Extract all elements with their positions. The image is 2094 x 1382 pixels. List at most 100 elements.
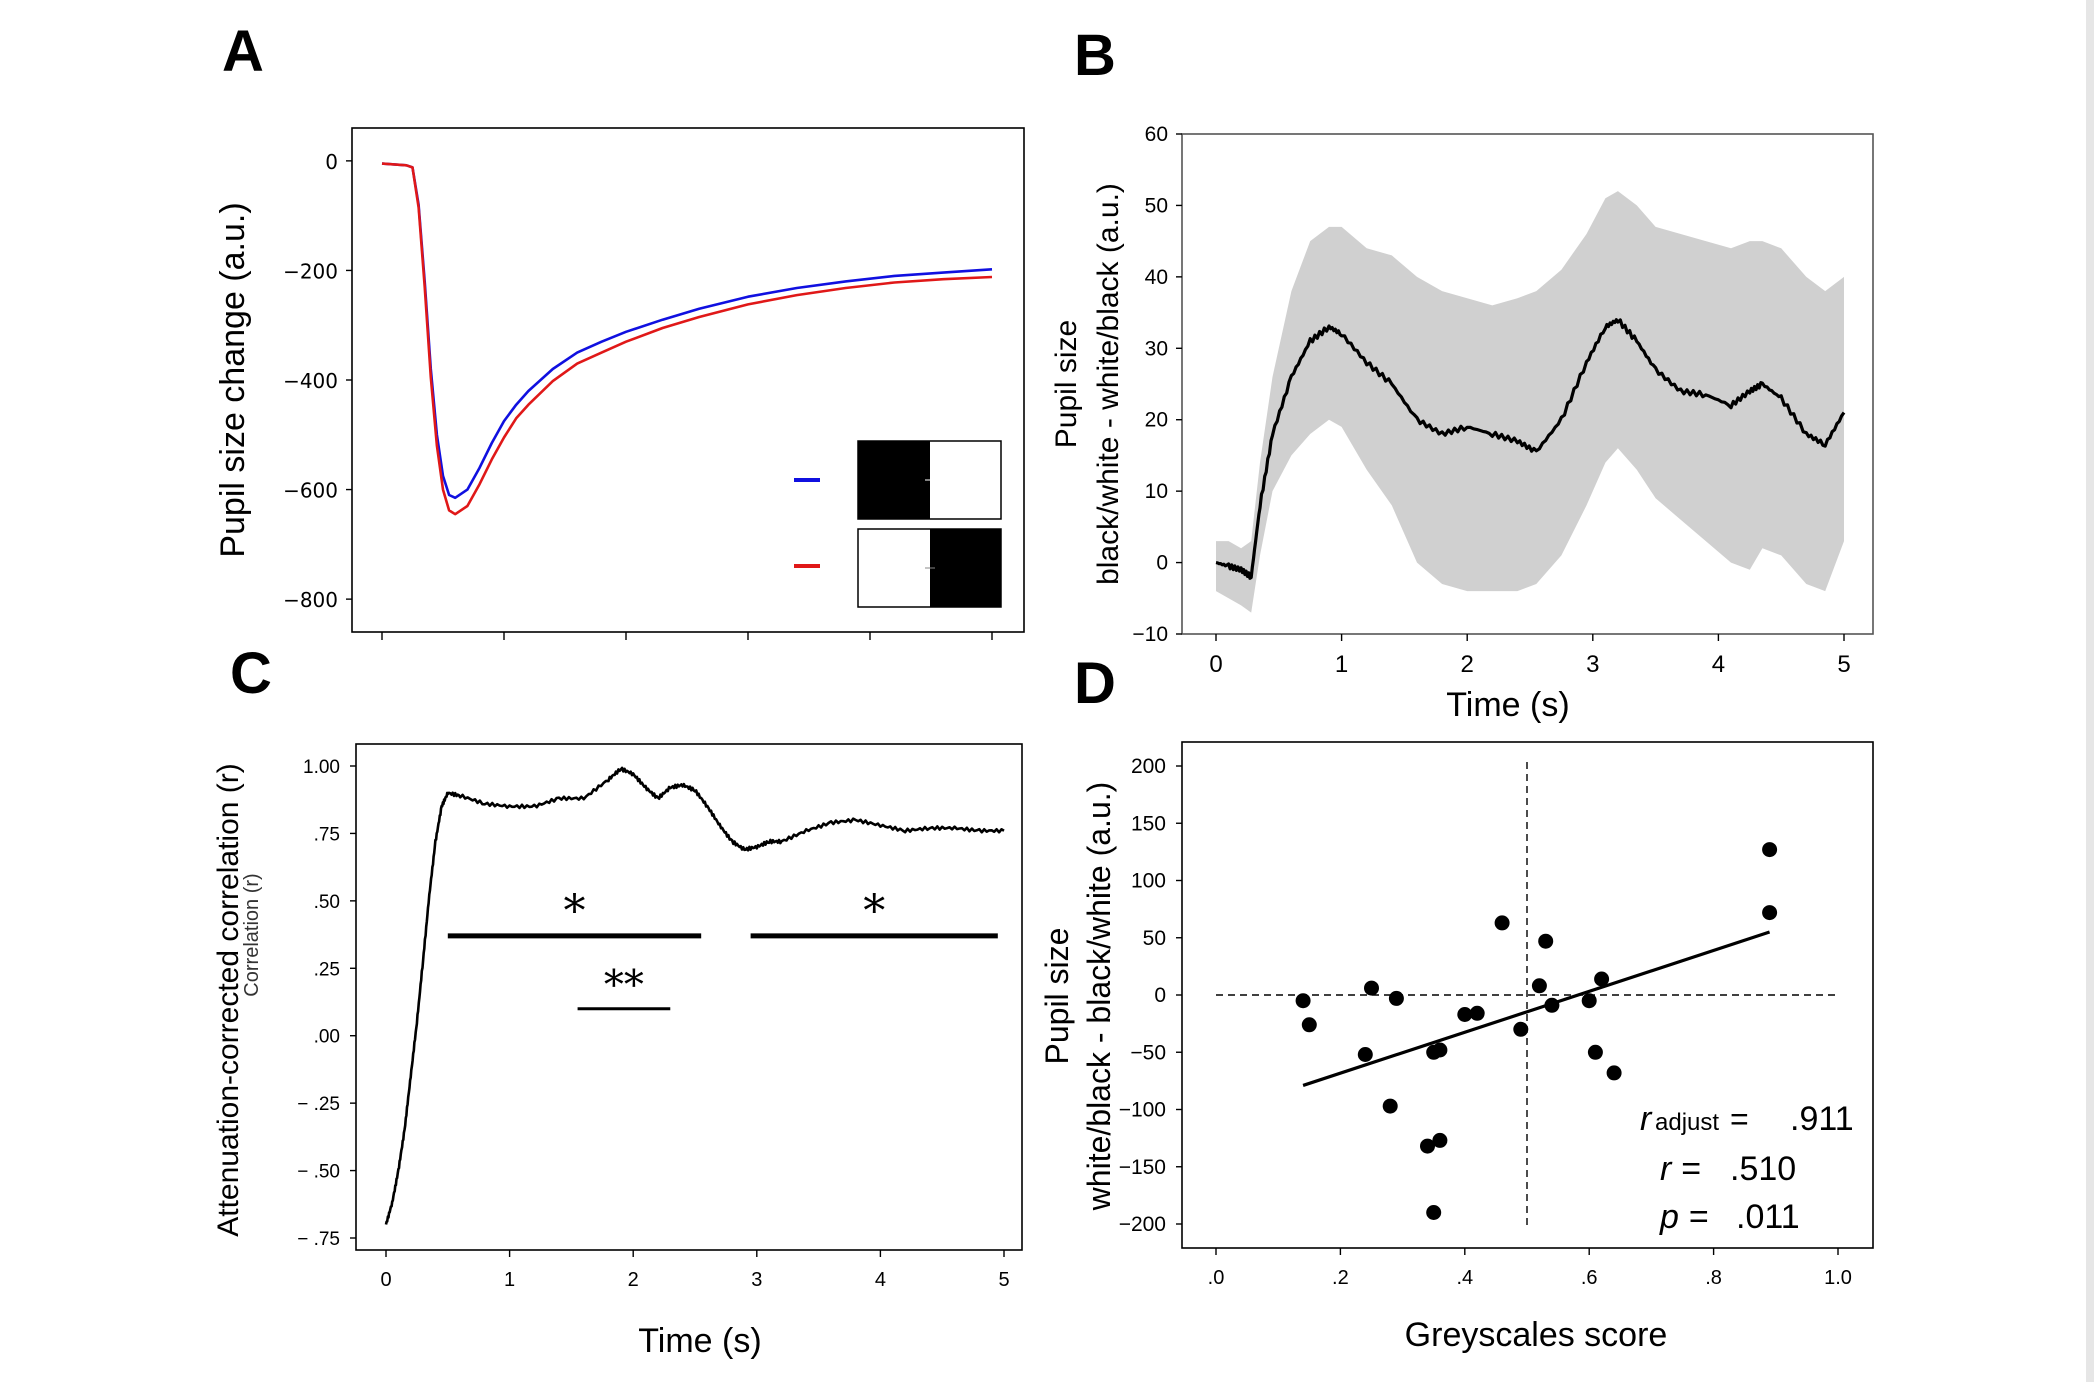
stat-r-adjust-equals: =	[1730, 1101, 1749, 1137]
panel-c-y-tick-label: 1.00	[303, 757, 340, 778]
panel-d-y-ticks: 200 150 100 50 0 −50 −100 −150 −200	[1119, 755, 1182, 1236]
panel-a-lines	[381, 162, 993, 516]
panel-label-c: C	[230, 641, 272, 706]
panel-d-data-point	[1762, 842, 1778, 858]
panel-c-y-tick-label: .50	[314, 892, 340, 913]
stat-r-adjust-subscript: adjust	[1655, 1109, 1719, 1136]
panel-d-data-point	[1581, 993, 1597, 1009]
panel-d-x-tick-label: 1.0	[1824, 1267, 1852, 1289]
panel-a-legend	[794, 440, 1002, 608]
panel-d-data-point	[1426, 1205, 1442, 1220]
panel-d-reference-lines	[1216, 762, 1838, 1226]
panel-c-x-tick-label: 0	[380, 1269, 391, 1291]
panel-b-y-tick-label: 60	[1145, 123, 1168, 146]
panel-b-ci-band-area	[1216, 191, 1844, 613]
panel-b-y-tick-label: 30	[1145, 337, 1168, 360]
panel-b-y-tick-label: 10	[1145, 480, 1168, 503]
stat-r-adjust-value: .911	[1790, 1100, 1854, 1138]
panel-b-mean-line	[1215, 318, 1846, 580]
panel-b-y-label-1: Pupil size	[1050, 320, 1083, 448]
panel-b-x-tick-label: 2	[1461, 651, 1474, 678]
panel-d-regression-line	[1302, 930, 1771, 1087]
panel-d-y-tick-label: −200	[1119, 1213, 1166, 1236]
panel-d-y-tick-label: 150	[1131, 812, 1166, 835]
panel-c-chart: 1.00 .75 .50 .25 .00 − .25 − .50 − .75 0 1 2 3 4 5 *…	[212, 743, 1023, 1360]
panel-d-data-point	[1432, 1042, 1448, 1058]
panel-c-significance-label: *	[563, 886, 585, 937]
panel-d-data-point	[1295, 993, 1311, 1009]
panel-d-data-point	[1513, 1021, 1529, 1037]
panel-c-y-label: Attenuation-corrected correlation (r)	[212, 763, 245, 1237]
panel-d-data-point	[1357, 1047, 1373, 1062]
panel-d-x-tick-label: .4	[1456, 1267, 1473, 1289]
panel-b-x-tick-label: 4	[1712, 651, 1725, 678]
stat-p-label: p =	[1659, 1198, 1708, 1236]
panel-label-b: B	[1074, 23, 1116, 88]
panel-d-data-point	[1762, 905, 1778, 921]
stimulus-black-left-icon	[857, 440, 1002, 520]
panel-d-data-point	[1420, 1138, 1435, 1154]
panel-d-data-point	[1301, 1017, 1317, 1033]
panel-c-x-tick-label: 5	[998, 1269, 1009, 1291]
panel-c-significance: * ***	[447, 886, 998, 1011]
panel-c-y-tick-label: .00	[314, 1027, 340, 1048]
stat-r-label: r =	[1660, 1150, 1701, 1188]
stat-r-value: .510	[1730, 1150, 1796, 1188]
panel-b-x-label: Time (s)	[1446, 686, 1569, 724]
panel-d-y-label-2: white/black - black/white (a.u.)	[1081, 782, 1117, 1212]
panel-b-y-tick-label: −10	[1132, 623, 1168, 646]
panel-c-x-tick-label: 1	[504, 1269, 515, 1291]
panel-d-data-point	[1469, 1005, 1485, 1021]
panel-b-y-tick-label: 20	[1145, 409, 1168, 432]
panel-d-y-tick-label: 50	[1143, 927, 1166, 950]
panel-b-x-tick-label: 3	[1586, 651, 1599, 678]
panel-label-a: A	[222, 19, 264, 84]
panel-a-y-ticks: 0 −200 −400 −600 −800	[283, 150, 352, 612]
panel-b-frame	[1181, 133, 1874, 635]
panel-d-x-tick-label: .6	[1581, 1267, 1598, 1289]
panel-b-y-tick-label: 50	[1145, 194, 1168, 217]
panel-c-y-label-overlap: Correlation (r)	[241, 873, 263, 996]
panel-c-y-tick-label: − .75	[297, 1229, 340, 1250]
panel-d-y-tick-label: 100	[1131, 870, 1166, 893]
panel-c-y-tick-label: .75	[314, 824, 340, 845]
panel-c-significance-label: **	[604, 963, 644, 1009]
panel-b-y-tick-label: 0	[1156, 552, 1168, 575]
panel-c-frame	[355, 743, 1023, 1251]
panel-d-x-tick-label: .0	[1208, 1267, 1225, 1289]
panel-d-data-point	[1494, 915, 1510, 931]
panel-b-x-tick-label: 5	[1837, 651, 1850, 678]
panel-d-fit-line	[1302, 930, 1771, 1087]
stat-p-value: .011	[1736, 1198, 1800, 1236]
panel-d-data-point	[1531, 978, 1547, 994]
panel-a-y-tick-label: −800	[283, 588, 338, 612]
panel-d-y-tick-label: 200	[1131, 755, 1166, 778]
panel-d-data-point	[1388, 990, 1404, 1006]
panel-d-stats: r adjust = .911 r = .510 p = .011	[1640, 1100, 1854, 1236]
panel-d-x-tick-label: .8	[1705, 1267, 1722, 1289]
panel-b-x-ticks: 0 1 2 3 4 5	[1209, 634, 1851, 678]
panel-b-y-ticks: −10 0 10 20 30 40 50 60	[1132, 123, 1182, 646]
panel-a-series-line-2	[381, 162, 993, 516]
panel-d-data-point	[1606, 1065, 1622, 1081]
panel-a-chart: Pupil size change (a.u.) 0 −200 −400 −600 −8…	[214, 127, 1025, 640]
panel-d-data-point	[1382, 1098, 1398, 1114]
panel-c-y-tick-label: − .50	[297, 1162, 340, 1183]
panel-b-y-tick-label: 40	[1145, 266, 1168, 289]
stat-r-adjust-symbol: r	[1640, 1100, 1653, 1138]
panel-b-chart: −10 0 10 20 30 40 50 60 0 1 2 3 4 5 Pupil size black…	[1050, 123, 1874, 724]
panel-d-y-label-1: Pupil size	[1039, 928, 1075, 1065]
panel-c-x-tick-label: 2	[628, 1269, 639, 1291]
panel-a-y-tick-label: 0	[325, 150, 338, 174]
panel-c-x-label: Time (s)	[638, 1322, 761, 1360]
panel-d-y-tick-label: −150	[1119, 1156, 1166, 1179]
panel-c-x-tick-label: 3	[751, 1269, 762, 1291]
panel-c-y-ticks: 1.00 .75 .50 .25 .00 − .25 − .50 − .75	[297, 757, 356, 1250]
panel-d-y-tick-label: −100	[1119, 1099, 1166, 1122]
panel-a-x-ticks	[381, 632, 993, 640]
panel-d-data-point	[1538, 933, 1554, 949]
panel-d-x-label: Greyscales score	[1405, 1316, 1668, 1354]
panel-b-x-tick-label: 1	[1335, 651, 1348, 678]
panel-a-y-label: Pupil size change (a.u.)	[214, 202, 252, 557]
